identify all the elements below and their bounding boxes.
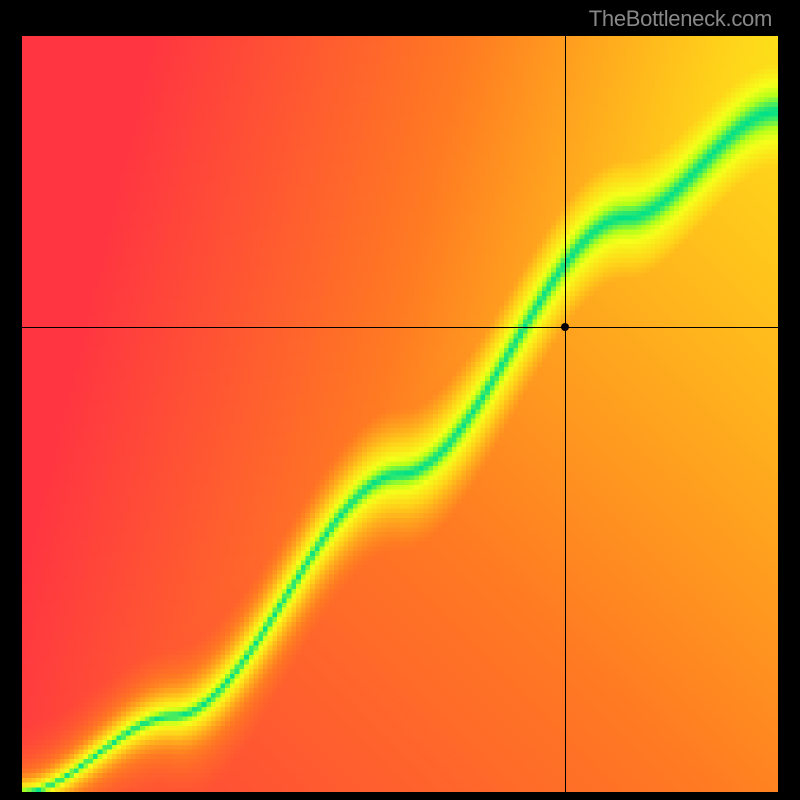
- crosshair-horizontal: [22, 327, 778, 328]
- crosshair-marker: [561, 323, 569, 331]
- watermark-text: TheBottleneck.com: [589, 6, 772, 32]
- chart-container: TheBottleneck.com: [0, 0, 800, 800]
- crosshair-vertical: [565, 36, 566, 792]
- heatmap-canvas: [22, 36, 778, 792]
- plot-area: [22, 36, 778, 792]
